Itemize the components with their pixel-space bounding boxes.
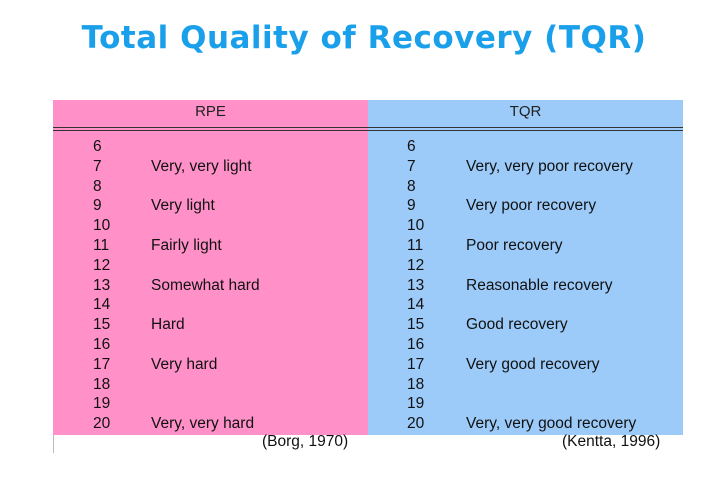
rpe-value: 14 bbox=[93, 296, 111, 314]
table-row: 11 Fairly light 11 Poor recovery bbox=[0, 236, 728, 256]
header-rule-bottom bbox=[53, 130, 683, 131]
tqr-value: 7 bbox=[407, 157, 416, 175]
rpe-header: RPE bbox=[195, 103, 226, 120]
page-title: Total Quality of Recovery (TQR) bbox=[81, 20, 647, 56]
tqr-value: 14 bbox=[407, 296, 425, 314]
table-left-edge bbox=[53, 435, 54, 453]
rpe-value: 18 bbox=[93, 375, 111, 393]
tqr-label: Very, very good recovery bbox=[466, 415, 637, 433]
tqr-header: TQR bbox=[509, 103, 542, 120]
rpe-value: 11 bbox=[93, 236, 110, 254]
tqr-value: 15 bbox=[407, 316, 425, 334]
rpe-label: Hard bbox=[151, 316, 185, 334]
tqr-value: 11 bbox=[407, 236, 424, 254]
tqr-value: 12 bbox=[407, 256, 425, 274]
tqr-value: 10 bbox=[407, 217, 425, 235]
tqr-value: 18 bbox=[407, 375, 425, 393]
rpe-value: 19 bbox=[93, 395, 111, 413]
table-row: 16 16 bbox=[0, 335, 728, 355]
tqr-value: 13 bbox=[407, 276, 425, 294]
rpe-value: 8 bbox=[93, 177, 102, 195]
tqr-label: Good recovery bbox=[466, 316, 568, 334]
table-row: 13 Somewhat hard 13 Reasonable recovery bbox=[0, 276, 728, 296]
tqr-label: Very good recovery bbox=[466, 355, 600, 373]
tqr-value: 17 bbox=[407, 355, 425, 373]
rpe-label: Very, very hard bbox=[151, 415, 255, 433]
rpe-value: 15 bbox=[93, 316, 111, 334]
table-row: 12 12 bbox=[0, 256, 728, 276]
tqr-source-citation: (Kentta, 1996) bbox=[562, 433, 661, 450]
rpe-value: 7 bbox=[93, 157, 102, 175]
tqr-label: Very poor recovery bbox=[466, 197, 597, 215]
tqr-label: Poor recovery bbox=[466, 236, 563, 254]
table-row: 9 Very light 9 Very poor recovery bbox=[0, 196, 728, 216]
tqr-label: Very, very poor recovery bbox=[466, 157, 633, 175]
tqr-value: 8 bbox=[407, 177, 416, 195]
rpe-source-citation: (Borg, 1970) bbox=[262, 433, 349, 450]
rpe-value: 6 bbox=[93, 138, 102, 155]
tqr-value: 16 bbox=[407, 335, 425, 353]
rpe-value: 16 bbox=[93, 335, 111, 353]
rpe-label: Very, very light bbox=[151, 157, 252, 175]
table-row: 10 10 bbox=[0, 216, 728, 236]
rpe-column-panel bbox=[53, 100, 368, 435]
tqr-value: 9 bbox=[407, 197, 416, 215]
rpe-value: 9 bbox=[93, 197, 102, 215]
tqr-value: 20 bbox=[407, 415, 425, 433]
header-rule-top bbox=[53, 127, 683, 128]
rpe-label: Somewhat hard bbox=[151, 276, 260, 294]
tqr-column-panel bbox=[368, 100, 683, 435]
table-row: 18 18 bbox=[0, 375, 728, 395]
rpe-value: 10 bbox=[93, 217, 111, 235]
rpe-value: 20 bbox=[93, 415, 111, 433]
rpe-value: 17 bbox=[93, 355, 111, 373]
tqr-value: 19 bbox=[407, 395, 425, 413]
table-row: 7 Very, very light 7 Very, very poor recove… bbox=[0, 157, 728, 177]
table-row: 14 14 bbox=[0, 295, 728, 315]
tqr-label: Reasonable recovery bbox=[466, 276, 613, 294]
rpe-label: Very hard bbox=[151, 355, 218, 373]
rpe-value: 13 bbox=[93, 276, 111, 294]
table-row: 20 Very, very hard 20 Very, very good recov… bbox=[0, 414, 728, 434]
scale-table-body: 6 6 7 Very, very light 7 Very, very poor reco… bbox=[0, 137, 728, 434]
table-row: 15 Hard 15 Good recovery bbox=[0, 315, 728, 335]
table-row: 19 19 bbox=[0, 394, 728, 414]
rpe-label: Very light bbox=[151, 197, 215, 215]
rpe-label: Fairly light bbox=[151, 236, 222, 254]
table-row: 17 Very hard 17 Very good recovery bbox=[0, 355, 728, 375]
rpe-value: 12 bbox=[93, 256, 111, 274]
tqr-value: 6 bbox=[407, 138, 416, 155]
